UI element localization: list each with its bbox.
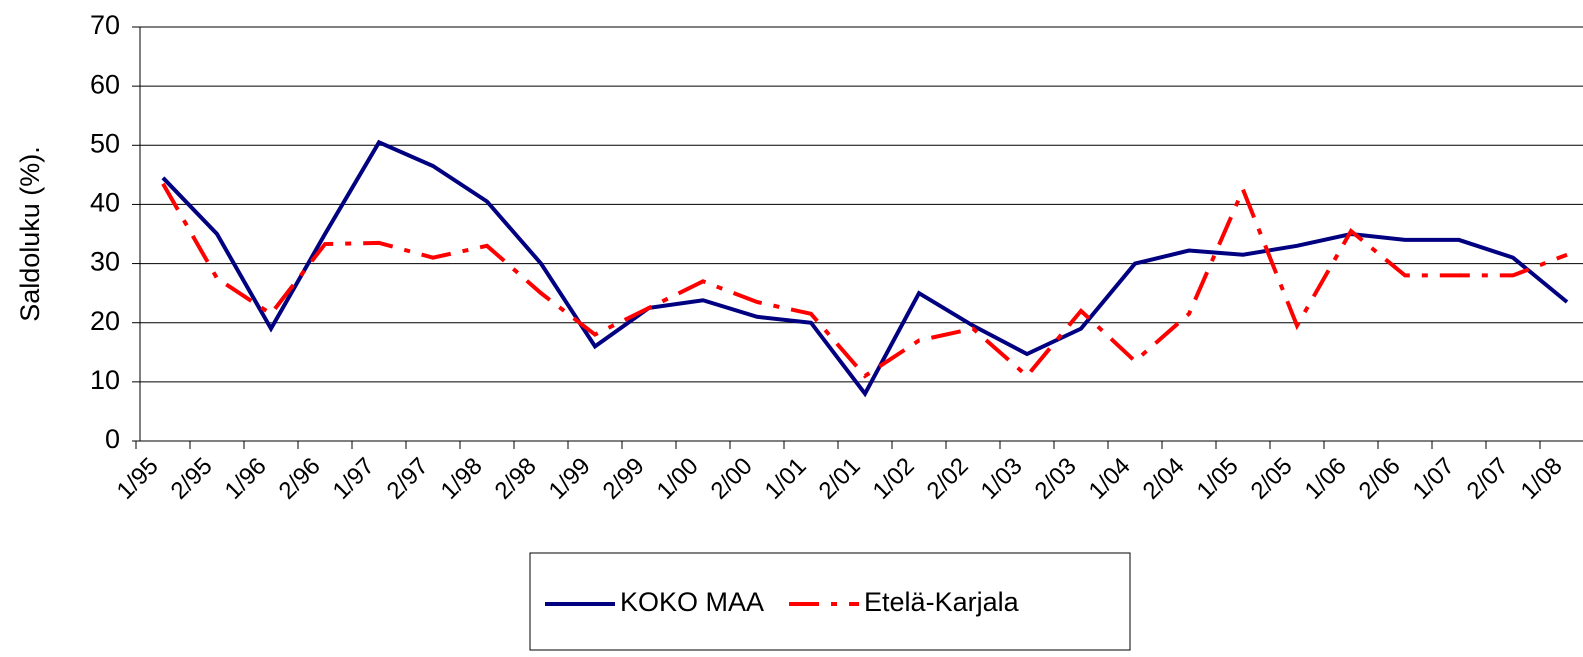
x-tick-label: 1/98 <box>436 453 488 505</box>
x-tick-label: 1/97 <box>328 453 380 505</box>
x-tick-label: 2/06 <box>1354 453 1406 505</box>
x-tick-label: 1/99 <box>544 453 596 505</box>
y-tick-label: 0 <box>105 424 120 454</box>
y-tick-label: 20 <box>90 306 120 336</box>
x-tick-label: 1/02 <box>868 453 920 505</box>
x-tick-label: 2/03 <box>1030 453 1082 505</box>
line-series <box>161 139 1569 398</box>
legend-label: Etelä-Karjala <box>864 587 1020 617</box>
x-tick-label: 2/02 <box>922 453 974 505</box>
x-tick-label: 1/95 <box>112 453 164 505</box>
x-tick-label: 1/03 <box>976 453 1028 505</box>
x-tick-label: 1/96 <box>220 453 272 505</box>
x-tick-label: 2/00 <box>706 453 758 505</box>
y-tick-label: 30 <box>90 247 120 277</box>
y-tick-label: 60 <box>90 69 120 99</box>
y-axis-label: Saldoluku (%). <box>15 146 45 322</box>
x-tick-label: 1/08 <box>1516 453 1568 505</box>
x-tick-label: 1/06 <box>1300 453 1352 505</box>
y-tick-label: 10 <box>90 365 120 395</box>
line-series <box>161 182 1568 379</box>
x-tick-label: 2/99 <box>598 453 650 505</box>
x-tick-label: 2/01 <box>814 453 866 505</box>
x-tick-label: 2/96 <box>274 453 326 505</box>
x-tick-label: 1/04 <box>1084 453 1136 505</box>
x-tick-label: 2/97 <box>382 453 434 505</box>
x-tick-label: 1/01 <box>760 453 812 505</box>
y-tick-label: 40 <box>90 188 120 218</box>
x-tick-label: 2/05 <box>1246 453 1298 505</box>
x-tick-label: 1/07 <box>1408 453 1460 505</box>
y-tick-label: 70 <box>90 10 120 40</box>
x-tick-label: 2/98 <box>490 453 542 505</box>
x-tick-label: 2/07 <box>1462 453 1514 505</box>
x-tick-label: 1/00 <box>652 453 704 505</box>
legend-label: KOKO MAA <box>620 587 764 617</box>
x-tick-label: 1/05 <box>1192 453 1244 505</box>
y-tick-label: 50 <box>90 128 120 158</box>
legend-box <box>529 552 1131 651</box>
x-tick-label: 2/04 <box>1138 453 1190 505</box>
x-tick-label: 2/95 <box>166 453 218 505</box>
